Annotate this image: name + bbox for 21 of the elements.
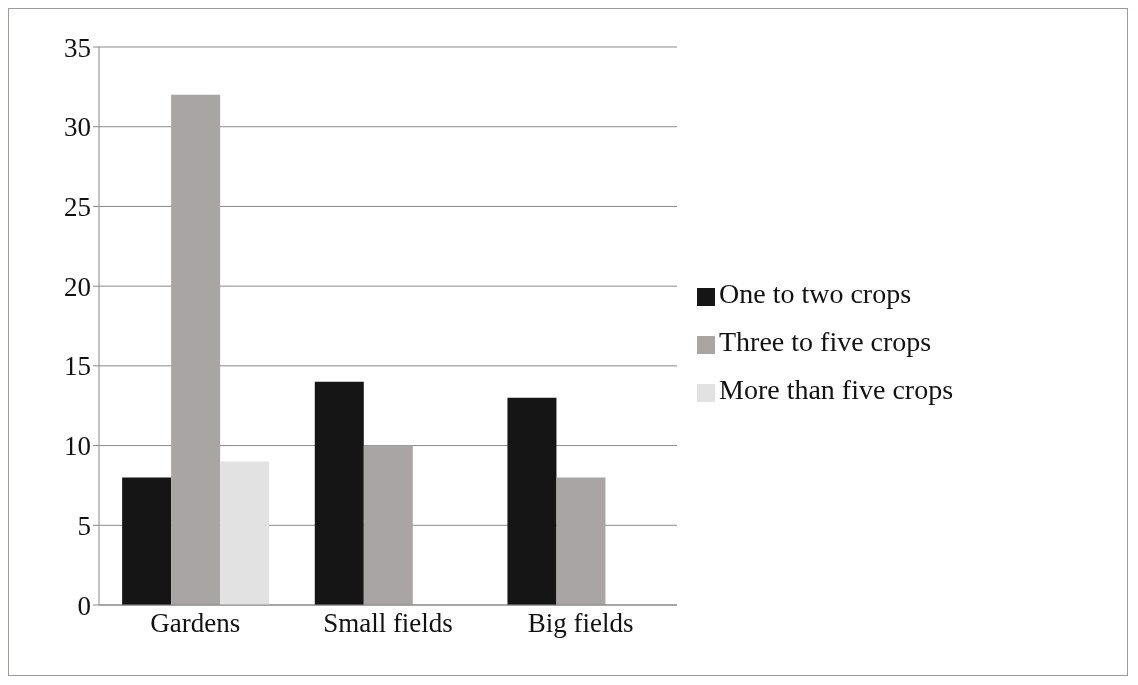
bar: [220, 461, 270, 605]
x-tick-label: Gardens: [150, 608, 241, 639]
bar: [122, 477, 172, 605]
y-tick-label: 15: [64, 351, 91, 382]
x-tick-label: Big fields: [527, 608, 634, 639]
y-tick-label: 10: [64, 431, 91, 462]
y-tick-label: 30: [64, 112, 91, 143]
x-tick-label: Small fields: [323, 608, 453, 639]
legend-label: One to two crops: [719, 278, 912, 309]
bar: [314, 381, 364, 605]
bar: [363, 445, 413, 605]
bar: [556, 477, 606, 605]
legend-label: Three to five crops: [719, 326, 932, 357]
legend-label: More than five crops: [719, 374, 954, 405]
y-tick-label: 20: [64, 271, 91, 302]
y-tick-label: 5: [77, 510, 91, 541]
y-tick-label: 0: [77, 590, 91, 621]
y-tick-label: 25: [64, 192, 91, 223]
bar: [171, 94, 221, 605]
bar: [507, 397, 557, 605]
y-tick-label: 35: [64, 32, 91, 63]
